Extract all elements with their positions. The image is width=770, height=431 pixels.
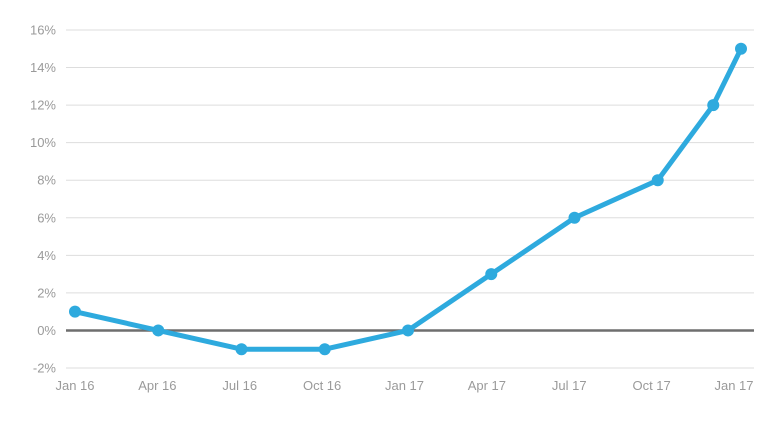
y-tick-label: 8% [37,173,56,188]
series-group [69,42,747,356]
y-tick-label: 0% [37,323,56,338]
x-tick-label: Apr 16 [138,378,176,393]
series-line [72,46,744,352]
data-point [152,324,165,337]
y-tick-label: 12% [30,98,56,113]
y-tick-label: 16% [30,23,56,38]
data-point [485,268,498,281]
x-tick-label: Jul 17 [552,378,587,393]
y-tick-label: -2% [33,361,57,376]
x-tick-label: Oct 17 [632,378,670,393]
y-tick-label: 10% [30,135,56,150]
y-gridlines [66,29,754,369]
x-tick-label: Jul 16 [222,378,257,393]
data-point [568,211,581,224]
data-point [707,99,720,112]
data-point [402,324,414,337]
data-point [735,42,747,55]
x-tick-label: Oct 16 [303,378,341,393]
x-tick-label: Jan 16 [55,378,94,393]
data-point [651,174,664,187]
y-tick-label: 4% [37,248,56,263]
y-axis-tick-labels: -2% 0% 2% 4% 6% 8% 10% 12% 14% 16% [30,23,56,376]
y-tick-label: 6% [37,210,56,225]
y-tick-label: 14% [30,60,56,75]
x-tick-label: Jan 17 [385,378,424,393]
data-point [69,305,81,318]
x-tick-label: Jan 17 [714,378,753,393]
x-axis-tick-labels: Jan 16 Apr 16 Jul 16 Oct 16 Jan 17 Apr 17 Jul … [55,378,753,393]
data-point [235,343,248,356]
y-tick-label: 2% [37,285,56,300]
data-point [318,343,331,356]
x-tick-label: Apr 17 [468,378,506,393]
